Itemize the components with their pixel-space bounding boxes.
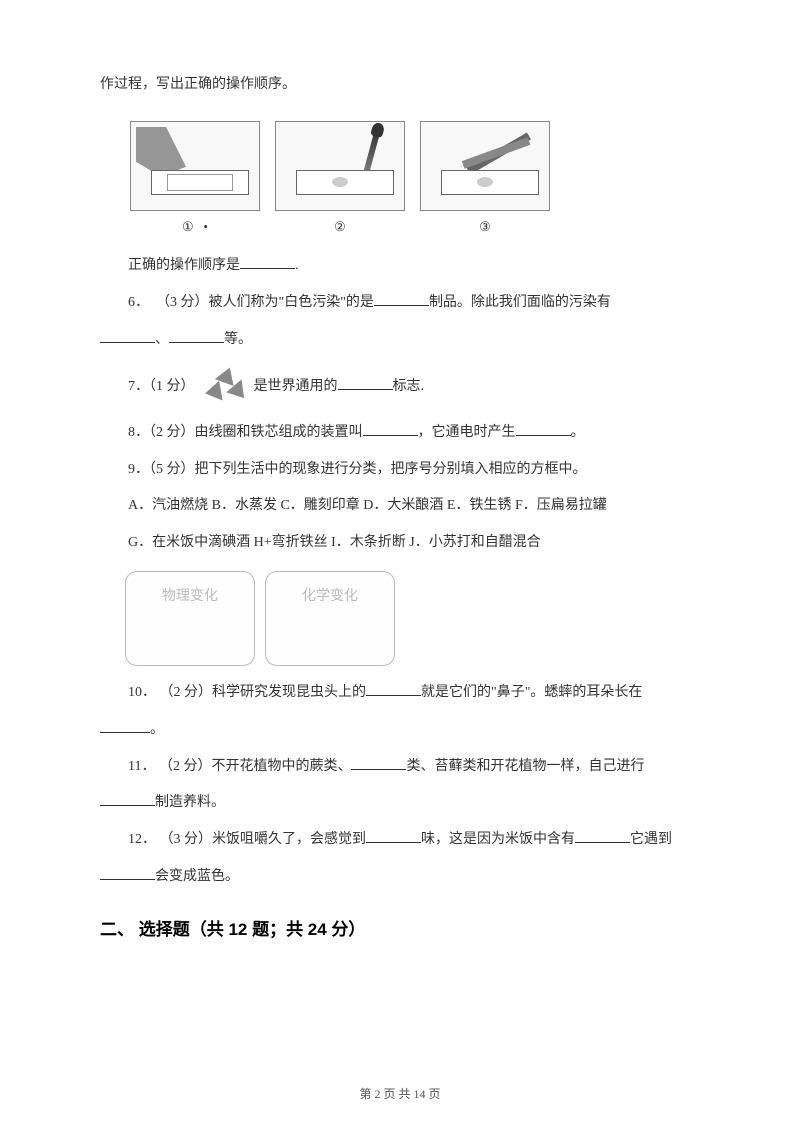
- q7-t1: 是世界通用的: [254, 379, 338, 394]
- figure-3: ③: [420, 121, 550, 242]
- q10-num: 10．: [128, 685, 156, 700]
- figure-label-3: ③: [420, 213, 550, 242]
- q8-num: 8．: [128, 425, 149, 440]
- blank: [100, 328, 155, 343]
- question-8: 8．（2 分）由线圈和铁芯组成的装置叫 ，它通电时产生 。: [100, 418, 700, 449]
- blank: [351, 754, 406, 769]
- slide-inner: [167, 174, 233, 191]
- q8-points: （2 分）: [149, 425, 195, 440]
- q10-t1: 科学研究发现昆虫头上的: [212, 685, 366, 700]
- q9-points: （5 分）: [149, 462, 195, 477]
- question-10-cont: 。: [100, 715, 700, 746]
- q9-t1: 把下列生活中的现象进行分类，把序号分别填入相应的方框中。: [195, 462, 587, 477]
- q6-t2: 制品。除此我们面临的污染有: [429, 295, 611, 310]
- label-text-1: ①: [182, 219, 194, 234]
- answer-suffix: .: [295, 258, 299, 273]
- blank: [575, 828, 630, 843]
- question-12: 12． （3 分）米饭咀嚼久了，会感觉到 味，这是因为米饭中含有 它遇到: [100, 825, 700, 856]
- q8-t1: 由线圈和铁芯组成的装置叫: [195, 425, 363, 440]
- page-footer: 第 2 页 共 14 页: [0, 1081, 800, 1107]
- blank: [366, 828, 421, 843]
- q6-points: （3 分）: [156, 295, 209, 310]
- blank: [363, 420, 418, 435]
- slide-base: [151, 170, 249, 195]
- q12-t1: 米饭咀嚼久了，会感觉到: [212, 832, 366, 847]
- blank: [374, 291, 429, 306]
- q8-t3: 。: [571, 425, 585, 440]
- tweezers2-icon: [462, 137, 531, 168]
- question-7: 7．（1 分） 是世界通用的 标志.: [100, 362, 700, 412]
- dropper-bulb: [370, 121, 385, 138]
- question-6-cont: 、 等。: [100, 325, 700, 356]
- question-11: 11． （2 分）不开花植物中的蕨类、 类、苔藓类和开花植物一样，自己进行: [100, 752, 700, 783]
- q6-num: 6．: [128, 295, 149, 310]
- blank: [100, 791, 155, 806]
- category-boxes: 物理变化 化学变化: [125, 571, 700, 666]
- figure-label-2: ②: [275, 213, 405, 242]
- blank: [366, 681, 421, 696]
- blank: [240, 254, 295, 269]
- question-11-cont: 制造养料。: [100, 788, 700, 819]
- box-chemical: 化学变化: [265, 571, 395, 666]
- question-10: 10． （2 分）科学研究发现昆虫头上的 就是它们的"鼻子"。蟋蟀的耳朵长在: [100, 678, 700, 709]
- q6-t3: 等。: [224, 332, 252, 347]
- answer-prefix: 正确的操作顺序是: [128, 258, 240, 273]
- blank: [516, 420, 571, 435]
- q11-points: （2 分）: [159, 759, 212, 774]
- answer-prompt: 正确的操作顺序是.: [100, 251, 700, 282]
- q7-t2: 标志.: [393, 379, 425, 394]
- figure-box-2: [275, 121, 405, 211]
- q12-points: （3 分）: [160, 832, 213, 847]
- blank: [100, 865, 155, 880]
- q9-num: 9．: [128, 462, 149, 477]
- figure-1: ① •: [130, 121, 260, 242]
- figures-row: ① • ② ③: [130, 121, 670, 242]
- intro-text: 作过程，写出正确的操作顺序。: [100, 70, 700, 101]
- figure-box-3: [420, 121, 550, 211]
- q12-num: 12．: [128, 832, 156, 847]
- q7-num: 7．: [128, 379, 149, 394]
- recycle-icon: [197, 362, 252, 412]
- q12-t2: 味，这是因为米饭中含有: [421, 832, 575, 847]
- label-dot: •: [203, 219, 208, 234]
- q6-t1: 被人们称为"白色污染"的是: [209, 295, 374, 310]
- q12-t4: 会变成蓝色。: [155, 869, 239, 884]
- q11-t1: 不开花植物中的蕨类、: [211, 759, 351, 774]
- question-12-cont: 会变成蓝色。: [100, 862, 700, 893]
- figure-box-1: [130, 121, 260, 211]
- drop-circle: [332, 177, 348, 187]
- q11-t3: 制造养料。: [155, 795, 225, 810]
- drop-circle-3: [477, 177, 493, 187]
- figure-2: ②: [275, 121, 405, 242]
- q12-t3: 它遇到: [630, 832, 672, 847]
- recycle-arrow-3: [203, 381, 222, 403]
- q8-t2: ，它通电时产生: [418, 425, 516, 440]
- q7-points: （1 分）: [149, 379, 195, 394]
- figure-label-1: ① •: [130, 213, 260, 242]
- box-physical: 物理变化: [125, 571, 255, 666]
- question-9: 9．（5 分）把下列生活中的现象进行分类，把序号分别填入相应的方框中。: [100, 455, 700, 486]
- question-6: 6． （3 分）被人们称为"白色污染"的是 制品。除此我们面临的污染有: [100, 288, 700, 319]
- q10-t2: 就是它们的"鼻子"。蟋蟀的耳朵长在: [421, 685, 642, 700]
- q10-points: （2 分）: [160, 685, 213, 700]
- q10-t3: 。: [150, 722, 164, 737]
- blank: [338, 375, 393, 390]
- q9-options-b: G．在米饭中滴碘酒 H+弯折铁丝 I．木条折断 J．小苏打和自醋混合: [100, 528, 700, 559]
- q9-options-a: A．汽油燃烧 B．水蒸发 C．雕刻印章 D．大米酿酒 E．铁生锈 F．压扁易拉罐: [100, 491, 700, 522]
- q6-sep: 、: [155, 332, 169, 347]
- q11-t2: 类、苔藓类和开花植物一样，自己进行: [406, 759, 644, 774]
- blank: [100, 717, 150, 732]
- blank: [169, 328, 224, 343]
- section-2-title: 二、 选择题（共 12 题；共 24 分）: [100, 911, 700, 948]
- q11-num: 11．: [128, 759, 155, 774]
